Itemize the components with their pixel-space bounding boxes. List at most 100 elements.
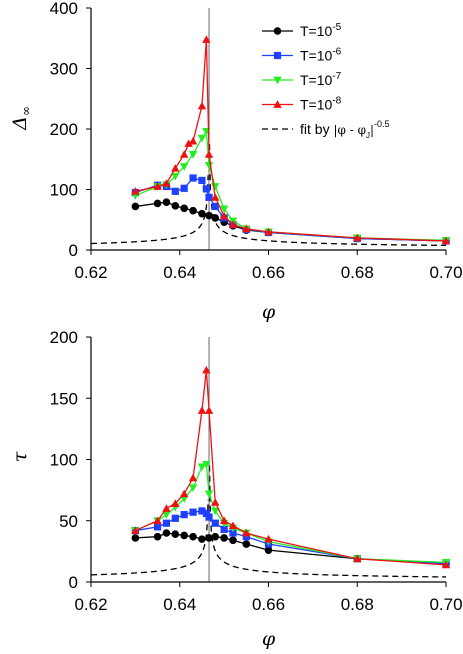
- legend-marker-3: [273, 76, 282, 85]
- y-tick-label: 300: [50, 60, 78, 79]
- series-4-point: [211, 193, 220, 201]
- series-3-point: [171, 172, 180, 181]
- series-3-point: [188, 151, 198, 159]
- x-tick-label: 0.70: [429, 263, 462, 282]
- series-4-point: [219, 516, 229, 525]
- series-2-point: [202, 185, 210, 193]
- legend-marker-4: [273, 100, 282, 108]
- legend-label-2: T=10-6: [300, 47, 342, 64]
- series-4-point: [228, 220, 238, 228]
- y-tick-label: 200: [50, 120, 78, 139]
- series-4-point: [264, 534, 273, 543]
- series-4-point: [204, 406, 214, 414]
- series-1-point: [153, 199, 162, 208]
- series-4-point: [188, 136, 198, 145]
- series-4-point: [242, 224, 251, 233]
- series-4-point: [441, 560, 451, 569]
- series-3-point: [188, 484, 198, 492]
- series-2-point: [205, 193, 213, 201]
- series-4-point: [228, 521, 238, 530]
- panel-2: 0.62 0.64 0.66 0.68 0.70 0 50 100 150 200 φ τ: [9, 328, 463, 650]
- series-4-point: [153, 182, 162, 190]
- series-4-point: [153, 516, 162, 525]
- x-tick-label: 0.70: [429, 595, 462, 614]
- series-2-point: [198, 507, 206, 515]
- legend-label-3: T=10-7: [300, 71, 342, 88]
- series-2-point: [229, 529, 237, 537]
- legend-marker-2: [273, 51, 282, 60]
- series-1-point: [153, 532, 162, 541]
- x-tick-label: 0.62: [74, 595, 107, 614]
- series-4-point: [219, 211, 229, 220]
- series-4-point: [171, 499, 180, 507]
- series-2-point: [205, 513, 213, 521]
- x-tick-label: 0.64: [163, 595, 196, 614]
- series-1-point: [189, 206, 197, 215]
- series-4-point: [211, 498, 220, 506]
- series-1-point: [171, 202, 180, 210]
- series-3-point: [197, 463, 207, 472]
- series-4-point: [441, 236, 451, 245]
- y-tick-label: 100: [50, 181, 78, 200]
- series-1-point: [198, 535, 206, 543]
- series-2-point: [162, 519, 171, 527]
- y-tick-label: 150: [50, 389, 78, 408]
- x-tick-label: 0.66: [252, 263, 285, 282]
- series-1-point: [264, 546, 273, 554]
- series-2-point: [180, 184, 188, 192]
- series-3-point: [202, 461, 211, 469]
- series-2-point: [189, 174, 197, 182]
- series-1: [131, 198, 450, 245]
- series-3-line: [135, 463, 446, 564]
- series-1-point: [180, 531, 188, 540]
- panel-1: 0.62 0.64 0.66 0.68 0.70 0 100 200 300 400 φ Δ∞ T=10…: [9, 0, 463, 323]
- series-2: [131, 507, 450, 568]
- y-tick-label: 0: [69, 573, 78, 592]
- series-4-point: [197, 101, 207, 110]
- series-2-point: [189, 508, 197, 516]
- legend-label-fit: fit by |φ - φJ|-0.5: [300, 119, 390, 140]
- series-3-point: [219, 205, 229, 214]
- series-2-point: [211, 519, 219, 527]
- legend: T=10-5 T=10-6 T=10-7 T=10-8 fit by |φ - φJ|-…: [262, 22, 390, 140]
- series-4-point: [353, 554, 362, 563]
- series-4: [131, 35, 451, 245]
- series-3-point: [162, 511, 171, 519]
- series-3-point: [179, 495, 189, 503]
- series-1-point: [162, 529, 171, 537]
- y-tick-label: 200: [50, 328, 78, 347]
- x-axis-label: φ: [262, 301, 276, 323]
- series-2-point: [211, 202, 219, 211]
- series-4-point: [264, 227, 273, 236]
- series-4-point: [179, 150, 189, 158]
- series-2-point: [198, 176, 206, 185]
- y-tick-label: 50: [59, 512, 78, 531]
- series-4-point: [162, 504, 171, 512]
- series-1-point: [205, 211, 213, 220]
- x-tick-label: 0.68: [341, 595, 374, 614]
- series-1-point: [131, 202, 140, 211]
- x-tick-label: 0.66: [252, 595, 285, 614]
- series-4-point: [202, 35, 211, 43]
- x-axis-label: φ: [262, 628, 276, 650]
- series-4-point: [204, 150, 214, 158]
- series-4-point: [242, 528, 251, 537]
- series-1-point: [205, 534, 213, 542]
- series-3-point: [204, 161, 214, 170]
- series-2-point: [171, 187, 179, 195]
- series-1-point: [220, 534, 228, 542]
- x-tick-label: 0.68: [341, 263, 374, 282]
- series-1-point: [171, 530, 180, 539]
- y-axis-label: τ: [9, 451, 31, 462]
- series-4-line: [135, 369, 446, 566]
- series-3-point: [197, 134, 207, 143]
- y-tick-label: 400: [50, 0, 78, 18]
- fit-curve-right: [208, 144, 446, 247]
- series-3: [131, 461, 451, 567]
- series-4-point: [353, 233, 362, 242]
- series-2-point: [171, 514, 179, 522]
- series-4-point: [188, 473, 198, 482]
- y-axis-label-sub: ∞: [19, 106, 33, 116]
- series-1-point: [162, 198, 171, 207]
